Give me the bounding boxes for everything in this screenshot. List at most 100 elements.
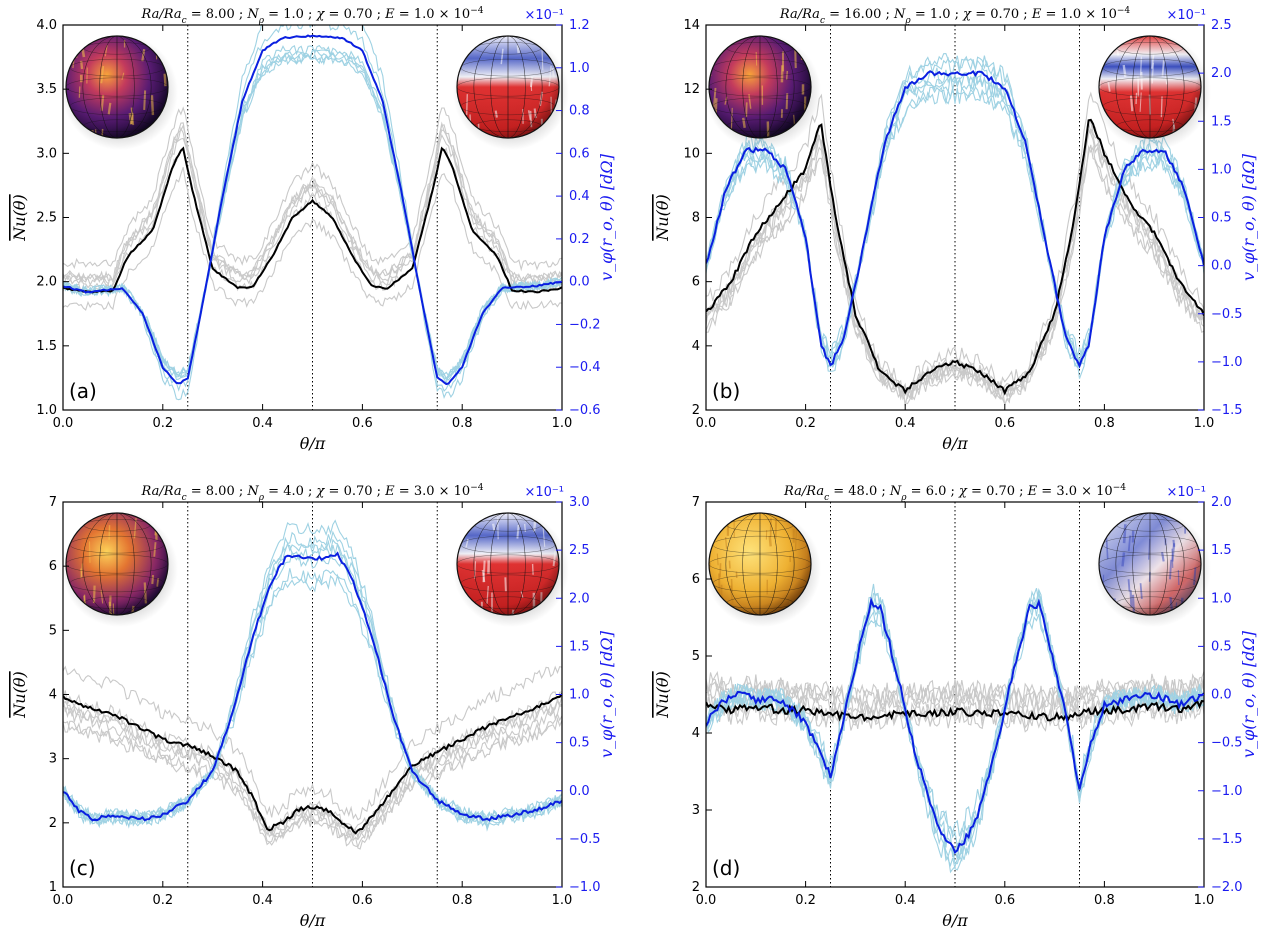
y-tick-label-right: 1.0 [569, 61, 590, 76]
x-tick-label: 0.0 [53, 893, 74, 908]
ensemble-line [63, 716, 562, 850]
chart-panel-a: 0.0 0.2 0.4 0.6 0.8 1.0 1.0 1.5 2.0 2.5 3.0 3.5 4.0 −… [10, 6, 616, 453]
x-tick-label: 0.6 [352, 893, 373, 908]
y-tick-label-right: −2.0 [1211, 880, 1243, 895]
y-tick-label-left: 1 [49, 880, 57, 895]
ensemble-line [706, 119, 1204, 401]
nusselt-series-line [706, 118, 1204, 396]
sphere-outline [1098, 35, 1202, 139]
y-tick-label-left: 7 [692, 495, 700, 510]
y-tick-label-right: −1.0 [1211, 784, 1243, 799]
y-tick-label-right: 0.2 [569, 232, 590, 247]
sphere-shade [66, 513, 168, 615]
y-tick-label-left: 6 [692, 572, 700, 587]
ensemble-line [706, 144, 1204, 407]
x-tick-label: 1.0 [1194, 893, 1215, 908]
y-tick-label-left: 5 [692, 649, 700, 664]
ensemble-line [706, 91, 1204, 392]
y-tick-label-left: 14 [683, 18, 700, 33]
ensemble-line [63, 133, 562, 289]
sphere-outline [456, 35, 560, 139]
y-tick-label-right: 1.5 [1211, 543, 1232, 558]
y-axis-label-left: Nu(θ) [10, 671, 29, 718]
y-axis-label-right: v_φ(r_o, θ) [dΩ] [1239, 153, 1258, 281]
y-tick-label-right: −0.5 [1211, 307, 1243, 322]
y-tick-label-left: 8 [692, 211, 700, 226]
y-tick-label-right: 1.0 [569, 688, 590, 703]
y-tick-label-right: −0.4 [569, 360, 601, 375]
sphere-shade [66, 36, 168, 138]
ensemble-line [63, 25, 562, 401]
x-tick-label: 0.8 [452, 893, 473, 908]
chart-panel-c: 0.0 0.2 0.4 0.6 0.8 1.0 1 2 3 4 5 6 7 −1.0 −0.5 0.0 0.5 1… [10, 483, 616, 930]
plot-area [63, 502, 562, 887]
ensemble-line [706, 128, 1204, 401]
ensemble-line [63, 665, 562, 821]
y-tick-label-right: 0.4 [569, 189, 590, 204]
y-tick-label-right: 0.0 [1211, 259, 1232, 274]
x-tick-label: 0.2 [795, 416, 816, 431]
y-tick-label-right: 0.8 [569, 104, 590, 119]
ensemble-line [706, 610, 1204, 837]
y-tick-label-left: 3.0 [36, 146, 57, 161]
sphere-shade [1099, 36, 1201, 138]
x-tick-label: 0.6 [352, 416, 373, 431]
y-tick-label-right: −0.5 [569, 832, 601, 847]
ensemble-line [63, 696, 562, 840]
y-tick-label-right: 2.0 [1211, 495, 1232, 510]
panel-letter: (b) [712, 379, 740, 403]
x-tick-label: 0.4 [252, 416, 273, 431]
y-axis-label-right: v_φ(r_o, θ) [dΩ] [1239, 630, 1258, 758]
y-tick-label-right: 2.0 [569, 591, 590, 606]
y-axis-label-left: Nu(θ) [653, 671, 672, 718]
y-tick-label-left: 3.5 [36, 82, 57, 97]
y-tick-label-right: 0.5 [1211, 639, 1232, 654]
ensemble-line [63, 53, 562, 378]
ensemble-line [63, 122, 562, 282]
ensemble-line [63, 712, 562, 848]
chart-panel-b: 0.0 0.2 0.4 0.6 0.8 1.0 2 4 6 8 10 12 14 −1.5 −1.0 −0.5… [653, 6, 1258, 453]
y-tick-label-right: −0.6 [569, 403, 601, 418]
y-tick-label-right: 0.0 [569, 275, 590, 290]
zonal-flow-series-line [706, 596, 1204, 854]
y-tick-label-left: 1.0 [36, 403, 57, 418]
x-tick-label: 1.0 [552, 893, 573, 908]
chart-title: Ra/Rac = 16.00 ; Nϱ = 1.0 ; χ = 0.70 ; E… [779, 6, 1131, 26]
panel-letter: (d) [712, 856, 740, 880]
ensemble-line [706, 592, 1204, 860]
y-tick-label-right: −1.0 [1211, 355, 1243, 370]
sphere-shade [709, 513, 811, 615]
x-axis-label: θ/π [942, 911, 968, 930]
right-axis-multiplier: ×10⁻¹ [1166, 8, 1206, 23]
x-tick-label: 1.0 [1194, 416, 1215, 431]
x-tick-label: 0.4 [252, 893, 273, 908]
x-tick-label: 1.0 [552, 416, 573, 431]
sphere-shade [457, 513, 559, 615]
y-tick-label-left: 2.5 [36, 211, 57, 226]
panel-letter: (c) [69, 856, 96, 880]
y-tick-label-left: 4.0 [36, 18, 57, 33]
sphere-outline [708, 512, 812, 616]
zonal-flow-series-line [706, 70, 1204, 369]
plot-area [706, 502, 1204, 887]
right-axis-multiplier: ×10⁻¹ [1166, 485, 1206, 500]
right-axis-multiplier: ×10⁻¹ [524, 8, 564, 23]
chart-title: Ra/Rac = 48.0 ; Nϱ = 6.0 ; χ = 0.70 ; E … [783, 483, 1126, 503]
ensemble-line [706, 587, 1204, 865]
y-axis-label-right: v_φ(r_o, θ) [dΩ] [597, 630, 616, 758]
y-axis-label-left: Nu(θ) [653, 194, 672, 241]
plot-area [706, 25, 1204, 410]
plot-area [63, 25, 562, 410]
y-tick-label-right: −0.2 [569, 317, 601, 332]
y-tick-label-right: 0.5 [1211, 211, 1232, 226]
sphere-shade [709, 36, 811, 138]
x-tick-label: 0.2 [152, 893, 173, 908]
y-tick-label-right: 3.0 [569, 495, 590, 510]
sphere-outline [708, 35, 812, 139]
x-tick-label: 0.8 [1094, 416, 1115, 431]
sphere-shade [1099, 513, 1201, 615]
chart-title: Ra/Rac = 8.00 ; Nϱ = 4.0 ; χ = 0.70 ; E … [141, 483, 484, 503]
y-tick-label-right: 1.0 [1211, 591, 1232, 606]
y-tick-label-left: 2.0 [36, 275, 57, 290]
nusselt-series-line [63, 693, 562, 835]
